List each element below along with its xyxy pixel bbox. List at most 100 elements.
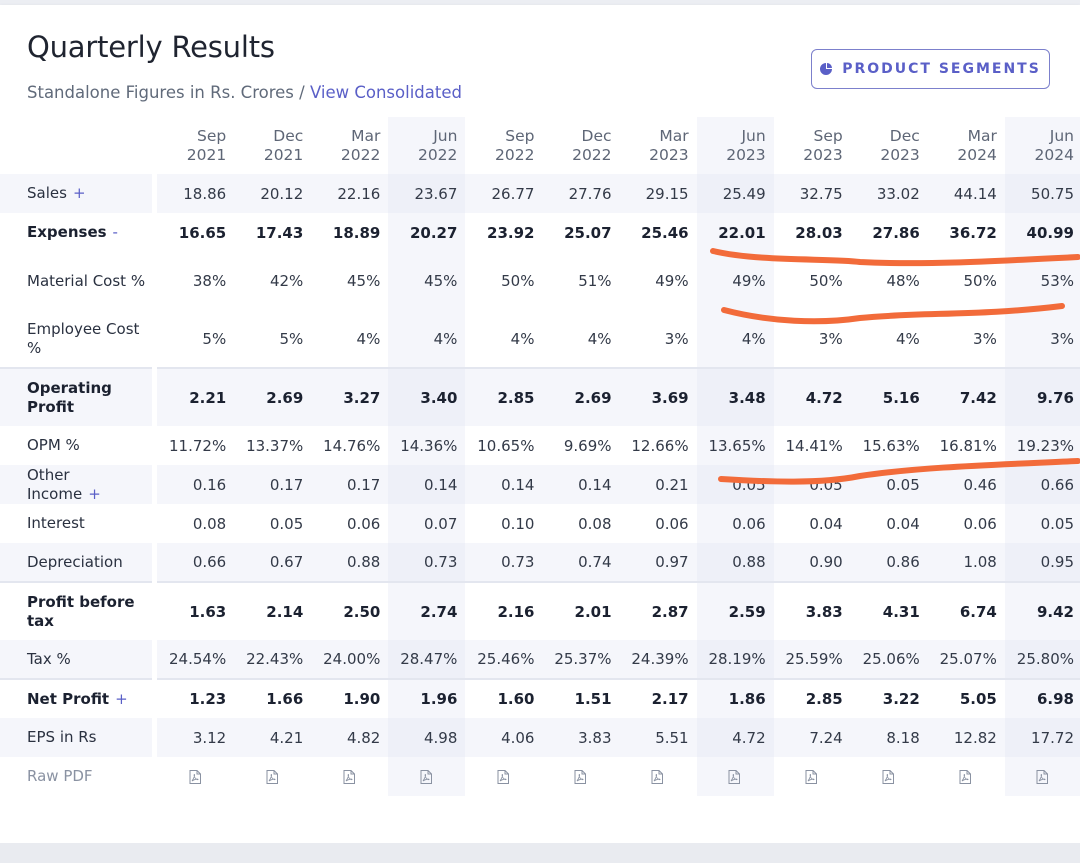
pdf-file-icon[interactable] [189,770,201,784]
table-cell: 5.16 [850,367,928,426]
pdf-file-icon[interactable] [266,770,278,784]
pdf-file-icon[interactable] [1036,770,1049,784]
quarter-header: Dec 2021 [234,117,311,174]
table-cell: 5% [202,329,227,348]
table-cell: 10.65% [477,436,535,455]
table-body: Sales +18.86 20.12 22.16 23.67 26.77 27.76 29.1… [0,174,1080,796]
expand-row-button[interactable]: + [115,689,128,708]
quarter-month: Sep [813,126,843,145]
pdf-file-icon[interactable] [497,770,509,784]
table-cell: 27.86 [872,223,920,242]
table-cell: 17.72 [1004,718,1080,757]
quarter-header: Mar 2023 [620,117,697,174]
row-gap-cell [152,718,158,757]
table-row: Raw PDF [0,757,1080,796]
row-gap-cell [152,310,158,368]
quarter-month: Sep [197,126,227,145]
section-subtitle: Standalone Figures in Rs. Crores / View … [27,83,462,102]
quarter-month: Sep [505,126,535,145]
raw-pdf-cell[interactable] [388,757,466,796]
table-cell: 3% [973,329,997,348]
table-row: Profit before tax 1.63 2.14 2.50 2.74 2.16 2.0… [0,581,1080,640]
table-cell: 0.88 [311,543,389,582]
row-label[interactable]: Expenses - [0,213,152,252]
raw-pdf-cell[interactable] [465,757,542,796]
table-cell: 25.59% [773,640,851,679]
raw-pdf-cell[interactable] [928,757,1005,796]
table-cell: 0.05 [773,465,851,504]
pdf-file-icon[interactable] [651,770,664,784]
table-cell: 20.12 [234,174,312,213]
table-row: Employee Cost % 5% 5% 4% 4% 4% 4% 3% 4% 3% 4% 3% 3% [0,310,1080,368]
table-row: Interest 0.08 0.05 0.06 0.07 0.10 0.08 0.06 0.06… [0,504,1080,543]
table-cell: 0.90 [773,543,851,582]
table-cell: 0.08 [192,514,227,533]
raw-pdf-cell[interactable] [774,757,851,796]
table-cell: 9.76 [1004,367,1080,426]
table-cell: 9.69% [563,436,612,455]
table-cell: 18.86 [157,174,235,213]
table-cell: 0.17 [311,465,389,504]
raw-pdf-cell[interactable] [620,757,697,796]
header-gap-cell [152,117,158,174]
table-cell: 5.51 [619,718,697,757]
page-background [0,843,1080,863]
quarter-year: 2024 [957,145,997,164]
row-label-text: OPM % [27,436,80,454]
pdf-file-icon[interactable] [343,770,355,784]
pdf-file-icon[interactable] [882,770,895,784]
row-label[interactable]: Sales + [0,174,153,213]
table-cell: 24.00% [311,640,389,679]
table-row: Sales +18.86 20.12 22.16 23.67 26.77 27.76 29.1… [0,174,1080,213]
product-segments-button[interactable]: PRODUCT SEGMENTS [811,49,1050,89]
quarter-header: Jun 2024 [1004,117,1080,174]
table-cell: 0.66 [1004,465,1080,504]
quarter-year: 2023 [880,145,920,164]
table-cell: 19.23% [1004,426,1080,465]
raw-pdf-cell[interactable] [1004,757,1080,796]
table-cell: 0.05 [269,514,304,533]
table-cell: 16.65 [178,223,227,242]
table-cell: 2.74 [388,581,466,640]
row-label-text: Profit before tax [27,592,135,630]
row-label[interactable]: Net Profit + [0,678,153,718]
pdf-file-icon[interactable] [574,770,586,784]
row-gap-cell [152,504,158,543]
raw-pdf-cell[interactable] [234,757,311,796]
table-cell: 3.22 [850,678,928,718]
table-cell: 40.99 [1004,213,1080,252]
quarter-year: 2022 [495,145,535,164]
quarter-month: Dec [581,126,612,145]
table-cell: 44.14 [927,174,1005,213]
table-cell: 2.17 [619,678,697,718]
raw-pdf-cell[interactable] [157,757,234,796]
table-cell: 3% [664,329,689,348]
table-cell: 50.75 [1004,174,1080,213]
raw-pdf-cell[interactable] [696,757,774,796]
row-gap-cell [152,465,158,504]
section-title: Quarterly Results [27,30,275,64]
table-cell: 4% [587,329,612,348]
pdf-file-icon[interactable] [420,770,432,784]
view-consolidated-link[interactable]: View Consolidated [309,83,462,102]
expand-row-button[interactable]: + [72,184,86,202]
table-cell: 36.72 [949,223,997,242]
raw-pdf-cell[interactable] [851,757,928,796]
table-cell: 3.48 [696,367,774,426]
table-cell: 4.21 [234,718,312,757]
table-cell: 28.47% [388,640,466,679]
product-segments-label: PRODUCT SEGMENTS [842,61,1041,77]
raw-pdf-cell[interactable] [311,757,388,796]
table-header-row: Sep 2021 Dec 2021 Mar 2022 Jun 2022 Sep 2022 Dec 20… [0,117,1080,174]
table-cell: 1.51 [542,678,620,718]
row-label[interactable]: Other Income + [0,465,153,504]
pdf-file-icon[interactable] [728,770,741,784]
raw-pdf-cell[interactable] [542,757,619,796]
table-cell: 0.06 [963,514,997,533]
pdf-file-icon[interactable] [805,770,818,784]
expand-row-button[interactable]: + [88,484,101,503]
collapse-row-button[interactable]: - [112,223,118,241]
table-cell: 4% [356,329,381,348]
pdf-file-icon[interactable] [959,770,972,784]
table-cell: 3.40 [388,367,466,426]
